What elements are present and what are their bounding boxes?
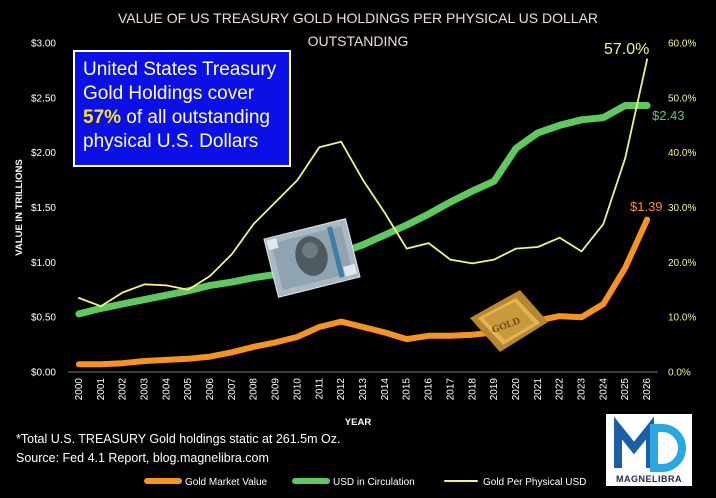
y-tick-left: $3.00: [31, 39, 56, 50]
y-tick-left: $0.00: [31, 368, 56, 379]
hundred-dollar-bill-icon: [263, 218, 361, 298]
y-tick-left: $2.50: [31, 93, 56, 104]
x-tick-label: 2023: [577, 378, 588, 401]
x-tick-label: 2008: [249, 378, 260, 401]
gold-end-label: $1.39: [630, 199, 663, 214]
y-tick-left: $1.00: [31, 258, 56, 269]
legend-label: Gold Per Physical USD: [483, 477, 586, 488]
x-tick-label: 2024: [598, 378, 609, 401]
callout-box: United States Treasury Gold Holdings cov…: [73, 50, 291, 167]
callout-line4: physical U.S. Dollars: [83, 131, 259, 152]
usd-end-label: $2.43: [652, 108, 685, 123]
x-tick-label: 2014: [380, 378, 391, 401]
y-axis-label: VALUE IN TRILLIONS: [14, 159, 25, 255]
x-tick-label: 2019: [489, 378, 500, 401]
y-tick-right: 10.0%: [668, 313, 696, 324]
gold-market-value-line: [75, 216, 651, 368]
chart-legend: Gold Market Value USD in Circulation Gold …: [144, 477, 586, 488]
x-tick-label: 2020: [511, 378, 522, 401]
x-tick-label: 2016: [424, 378, 435, 401]
y-tick-left: $1.50: [31, 203, 56, 214]
ratio-end-label: 57.0%: [604, 41, 649, 58]
usd-in-circulation-line: [75, 102, 651, 318]
x-tick-label: 2018: [467, 378, 478, 401]
gold-per-usd-line: [78, 58, 648, 308]
magnelibra-md-logo-icon: [614, 416, 686, 472]
x-tick-label: 2015: [402, 378, 413, 401]
legend-label: Gold Market Value: [185, 477, 268, 488]
callout-line2: Gold Holdings cover: [83, 83, 255, 104]
footnote-total: *Total U.S. TREASURY Gold holdings stati…: [16, 432, 341, 446]
y-tick-right: 40.0%: [668, 148, 696, 159]
x-tick-label: 2006: [205, 378, 216, 401]
footnote-source: Source: Fed 4.1 Report, blog.magnelibra.…: [16, 451, 269, 465]
chart-title-line1: VALUE OF US TREASURY GOLD HOLDINGS PER P…: [118, 10, 598, 26]
y-tick-left: $0.50: [31, 313, 56, 324]
x-tick-label: 2012: [336, 378, 347, 401]
chart-title-line2: OUTSTANDING: [308, 33, 409, 49]
x-tick-label: 2009: [271, 378, 282, 401]
x-tick-label: 2002: [118, 378, 129, 401]
x-tick-label: 2000: [74, 378, 85, 401]
x-tick-label: 2025: [620, 378, 631, 401]
y-tick-right: 60.0%: [668, 39, 696, 50]
x-axis: 2000 2001 2002 2003 2004 2005 2006 2007 2008 2009…: [74, 378, 653, 401]
y-axis-right: 0.0% 10.0% 20.0% 30.0% 40.0% 50.0% 60.0%: [668, 39, 696, 379]
y-tick-right: 50.0%: [668, 93, 696, 104]
callout-highlight: 57%: [83, 107, 122, 128]
y-tick-right: 0.0%: [668, 368, 691, 379]
x-tick-label: 2017: [445, 378, 456, 401]
x-tick-label: 2001: [96, 378, 107, 401]
x-tick-label: 2010: [292, 378, 303, 401]
y-tick-right: 20.0%: [668, 258, 696, 269]
x-tick-label: 2022: [555, 378, 566, 401]
x-tick-label: 2007: [227, 378, 238, 401]
logo-text: MAGNELIBRA: [616, 474, 682, 484]
x-tick-label: 2003: [139, 378, 150, 401]
callout-line3: 57% of all outstanding: [83, 106, 281, 130]
x-tick-label: 2021: [533, 378, 544, 401]
gold-bar-icon: GOLD: [470, 290, 548, 352]
x-tick-label: 2026: [642, 378, 653, 401]
x-tick-label: 2013: [358, 378, 369, 401]
legend-label: USD in Circulation: [333, 477, 415, 488]
y-tick-left: $2.00: [31, 148, 56, 159]
x-tick-label: 2011: [314, 378, 325, 400]
x-tick-label: 2005: [183, 378, 194, 401]
y-tick-right: 30.0%: [668, 203, 696, 214]
callout-line3-rest: of all outstanding: [121, 107, 270, 128]
magnelibra-logo: MAGNELIBRA: [606, 414, 692, 486]
x-tick-label: 2004: [161, 378, 172, 401]
x-axis-label: YEAR: [345, 417, 372, 428]
callout-line1: United States Treasury: [83, 59, 277, 80]
y-axis-left: $0.00 $0.50 $1.00 $1.50 $2.00 $2.50 $3.00: [31, 39, 56, 379]
